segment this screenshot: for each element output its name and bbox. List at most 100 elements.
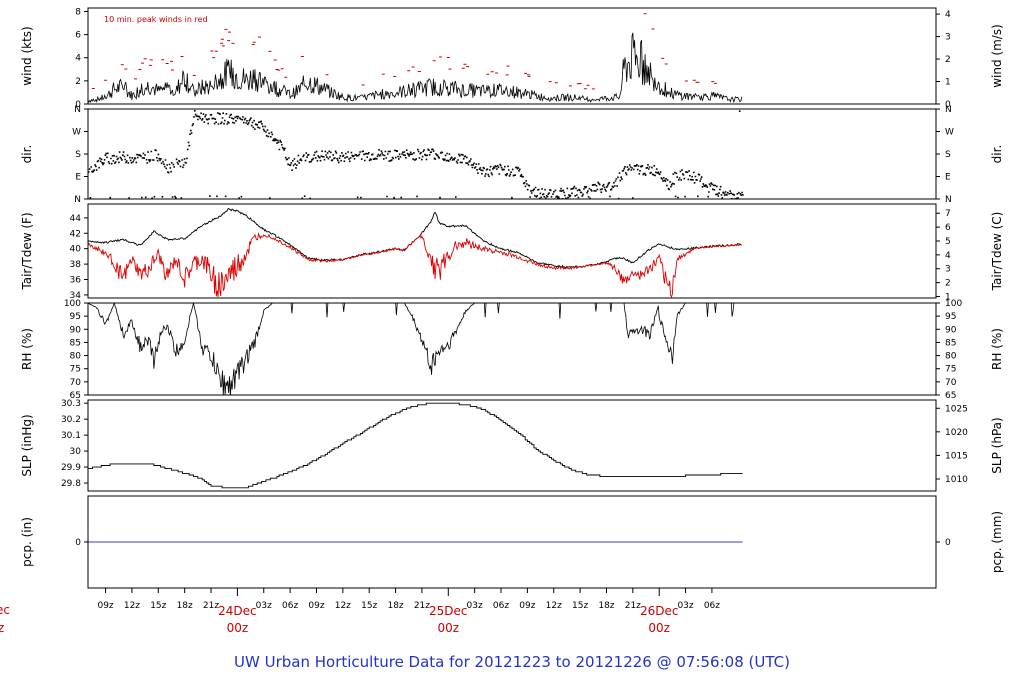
mean-wind-line: [88, 32, 743, 104]
left-tick-label: 70: [70, 378, 82, 388]
left-tick-label: 65: [70, 391, 81, 401]
right-tick-label: 65: [945, 391, 956, 401]
left-tick-label: 34: [70, 291, 82, 301]
right-tick-label: 95: [945, 312, 956, 322]
left-tick-label: 75: [70, 365, 81, 375]
x-tick-label: 15z: [150, 601, 166, 611]
direction-dots: [88, 110, 744, 199]
dir-series: [88, 110, 744, 199]
right-tick-label: N: [945, 105, 952, 115]
right-tick-label: 85: [945, 338, 956, 348]
left-tick-label: S: [75, 150, 81, 160]
left-tick-label: W: [72, 128, 81, 138]
x-tick-label: 21z: [414, 601, 430, 611]
right-tick-label: 70: [945, 378, 957, 388]
rh-series: [88, 303, 742, 395]
left-axis-label: dir.: [20, 145, 34, 164]
left-tick-label: 85: [70, 338, 81, 348]
x-tick-label: 06z: [282, 601, 298, 611]
left-tick-label: 29.9: [61, 463, 81, 473]
left-tick-label: 38: [70, 260, 82, 270]
peak-wind-note: 10 min. peak winds in red: [104, 15, 208, 24]
x-tick-label: 09z: [97, 601, 113, 611]
x-tick-label: 12z: [546, 601, 562, 611]
x-tick-label: 21z: [625, 601, 641, 611]
x-tick-label: 09z: [519, 601, 535, 611]
panel-frame: [87, 302, 937, 396]
day-time-label: 00z: [438, 621, 460, 635]
right-tick-label: 7: [945, 209, 951, 219]
panel-slp: 29.8 29.9 30 30.1 30.2 30.3 1010 1015 1020 1025 SL…: [20, 399, 1004, 492]
left-tick-label: 44: [70, 214, 82, 224]
x-tick-label: 15z: [361, 601, 377, 611]
right-tick-label: 2: [945, 55, 951, 65]
x-tick-label: 18z: [387, 601, 403, 611]
chart-footer: UW Urban Horticulture Data for 20121223 …: [234, 653, 790, 671]
right-tick-label: 4: [945, 251, 951, 261]
left-tick-label: 30.1: [61, 431, 81, 441]
left-tick-label: 42: [70, 229, 81, 239]
right-tick-label: 1: [945, 78, 951, 88]
left-tick-label: N: [74, 105, 81, 115]
right-tick-label: N: [945, 195, 952, 205]
x-tick-label: 03z: [677, 601, 693, 611]
left-tick-label: 30.3: [61, 399, 81, 409]
right-tick-label: 1025: [945, 404, 968, 414]
left-tick-label: 4: [75, 54, 81, 64]
x-tick-label: 18z: [598, 601, 614, 611]
dewpoint-line: [88, 232, 742, 298]
panel-frame: [87, 399, 937, 492]
right-tick-label: 75: [945, 365, 956, 375]
x-tick-label: 09z: [308, 601, 324, 611]
x-tick-label: 03z: [467, 601, 483, 611]
x-tick-label: 15z: [572, 601, 588, 611]
right-axis-label: Tair/Tdew (C): [990, 212, 1004, 292]
right-axis-label: wind (m/s): [990, 24, 1004, 88]
left-tick-label: N: [74, 195, 81, 205]
panel-frame: [87, 108, 937, 200]
left-tick-label: E: [75, 173, 81, 183]
x-tick-label: 21z: [203, 601, 219, 611]
right-tick-label: 0: [945, 100, 951, 110]
right-tick-label: 0: [945, 538, 951, 548]
right-tick-label: 80: [945, 352, 957, 362]
left-tick-label: 100: [64, 299, 81, 309]
left-cut-time: z: [0, 621, 4, 635]
panel-frame: [87, 495, 937, 589]
right-tick-label: S: [945, 150, 951, 160]
pressure-line: [88, 402, 743, 489]
panel-pcp: 0 0 pcp. (in) pcp. (mm): [20, 495, 1004, 589]
right-tick-label: 100: [945, 299, 962, 309]
temp-series: [88, 207, 742, 298]
right-axis-label: dir.: [990, 145, 1004, 164]
wind-series: [88, 13, 743, 104]
left-axis-label: Tair/Tdew (F): [20, 212, 34, 290]
day-time-label: 00z: [648, 621, 670, 635]
left-tick-label: 40: [70, 245, 82, 255]
x-tick-label: 06z: [493, 601, 509, 611]
left-tick-label: 36: [70, 276, 82, 286]
x-tick-label: 18z: [177, 601, 193, 611]
humidity-line: [88, 303, 742, 395]
right-tick-label: 90: [945, 325, 957, 335]
left-tick-label: 29.8: [61, 479, 81, 489]
x-axis: 09z 12z 15z 18z 21z 03z 06z 09z 12z 15z 18z 21z 03z 0…: [97, 588, 720, 635]
left-tick-label: 90: [70, 325, 82, 335]
right-tick-label: 1: [945, 292, 951, 302]
peak-wind-marks: [91, 13, 717, 90]
left-tick-label: 6: [75, 31, 81, 41]
left-axis-label: SLP (inHg): [20, 414, 34, 476]
slp-series: [88, 402, 743, 489]
left-axis-label: wind (kts): [20, 26, 34, 85]
left-tick-label: 0: [75, 100, 81, 110]
day-time-label: 00z: [227, 621, 249, 635]
left-axis-label: RH (%): [20, 328, 34, 370]
left-tick-label: 8: [75, 7, 81, 17]
panel-frame: [87, 203, 937, 299]
left-tick-label: 30.2: [61, 415, 81, 425]
panel-wind: 0 2 4 6 8 0 1 2 3 4 wind (kts) wind (m/s) 10 min. pe…: [20, 7, 1004, 110]
